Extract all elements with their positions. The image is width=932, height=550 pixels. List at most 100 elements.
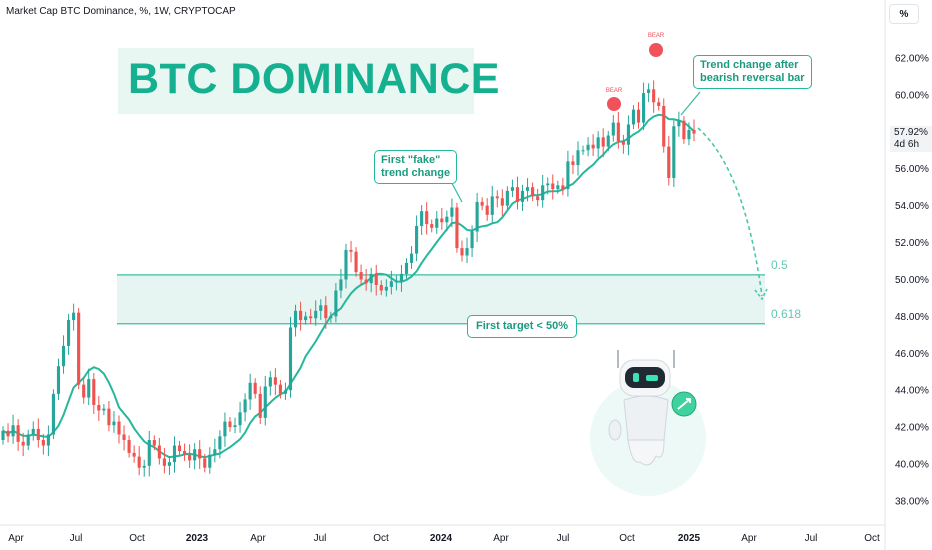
candle-body (339, 279, 343, 291)
candle-body (379, 284, 383, 291)
candle-body (203, 458, 207, 468)
candle-body (117, 421, 121, 435)
candle-body (657, 102, 661, 106)
candle-body (31, 428, 35, 435)
candle-body (460, 248, 464, 256)
candle-body (162, 458, 166, 466)
candle-body (606, 135, 610, 147)
candle-body (56, 366, 61, 394)
robot-body (623, 395, 669, 447)
moving-average-line (2, 113, 695, 459)
candle-body (278, 384, 282, 394)
candle-body (188, 454, 192, 461)
candle-body (667, 146, 671, 178)
candle-body (233, 425, 237, 428)
y-tick-label: 46.00% (895, 349, 929, 360)
candle-body (258, 393, 262, 418)
candle-body (72, 312, 76, 321)
candle-body (228, 421, 232, 428)
candle-body (253, 382, 257, 394)
candle-body (213, 449, 217, 455)
grid (0, 0, 886, 550)
candle-body (223, 421, 227, 437)
candle-body (97, 404, 101, 411)
last-price-tag: 57.92% 4d 6h (890, 126, 932, 152)
x-tick-label: Jul (314, 533, 327, 544)
percent-scale-button[interactable]: % (889, 4, 919, 24)
candle-body (389, 281, 393, 287)
candle-body (299, 310, 303, 321)
candle-body (344, 249, 348, 280)
candle-body (601, 137, 605, 147)
bar-countdown: 4d 6h (894, 139, 920, 150)
candle-body (61, 345, 66, 367)
candle-body (87, 379, 91, 398)
candle-body (520, 190, 525, 202)
candle-body (263, 386, 267, 418)
candle-body (248, 382, 252, 400)
candle-body (51, 393, 56, 435)
candle-body (193, 449, 197, 461)
candle-body (167, 462, 172, 466)
candle-body (616, 122, 620, 142)
candle-body (127, 440, 131, 453)
candle-body (238, 412, 242, 426)
candle-body (641, 93, 646, 123)
x-tick-label: Apr (8, 533, 24, 544)
candle-body (415, 225, 419, 254)
candle-body (329, 316, 333, 319)
candle-body (11, 425, 15, 437)
callout-fake-trend-change: First "fake" trend change (374, 150, 458, 184)
candle-body (445, 216, 449, 223)
candle-body (288, 327, 293, 391)
x-tick-label: Jul (70, 533, 83, 544)
candle-body (349, 249, 353, 252)
candle-body (485, 205, 489, 215)
robot-coin-arrow-icon (677, 398, 691, 410)
x-tick-label: Oct (864, 533, 880, 544)
title-banner (118, 48, 474, 114)
candle-body (480, 201, 484, 206)
bear-marker-dot (649, 43, 663, 57)
y-tick-label: 44.00% (895, 386, 929, 397)
candle-body (440, 218, 444, 223)
candle-body (420, 211, 424, 226)
candle-body (46, 434, 50, 446)
candle-body (647, 89, 651, 94)
candle-body (41, 440, 45, 446)
candle-body (16, 425, 20, 442)
candle-body (626, 124, 630, 145)
y-tick-label: 54.00% (895, 201, 929, 212)
x-tick-label: Apr (741, 533, 757, 544)
x-tick-label: Oct (373, 533, 389, 544)
candle-body (636, 109, 641, 123)
candle-body (102, 408, 106, 411)
robot-legs (627, 439, 665, 466)
candle-body (591, 144, 595, 149)
candle-body (566, 161, 570, 190)
candle-body (324, 305, 328, 319)
candle-body (152, 440, 156, 446)
candle-body (384, 286, 388, 291)
robot-eye-right (646, 375, 658, 381)
time-axis: Apr Jul Oct 2023 Apr Jul Oct 2024 Apr Jul Oct 2025 A… (8, 533, 880, 544)
candle-body (172, 445, 177, 463)
candle-body (435, 218, 439, 228)
candle-body (394, 281, 398, 283)
candle-body (541, 185, 545, 201)
candle-body (652, 89, 656, 103)
x-tick-label: Jul (557, 533, 570, 544)
x-tick-label: Oct (619, 533, 635, 544)
candle-body (364, 279, 368, 284)
candle-body (374, 273, 378, 285)
candle-body (621, 141, 625, 145)
candle-body (369, 273, 373, 284)
candle-body (490, 196, 494, 215)
candle-body (546, 183, 550, 186)
candle-body (596, 137, 600, 149)
y-tick-label: 50.00% (895, 275, 929, 286)
x-tick-label: 2023 (186, 533, 209, 544)
moving-average (2, 113, 695, 459)
fib-level-0-618: 0.618 (771, 307, 802, 321)
candle-body (319, 305, 323, 311)
